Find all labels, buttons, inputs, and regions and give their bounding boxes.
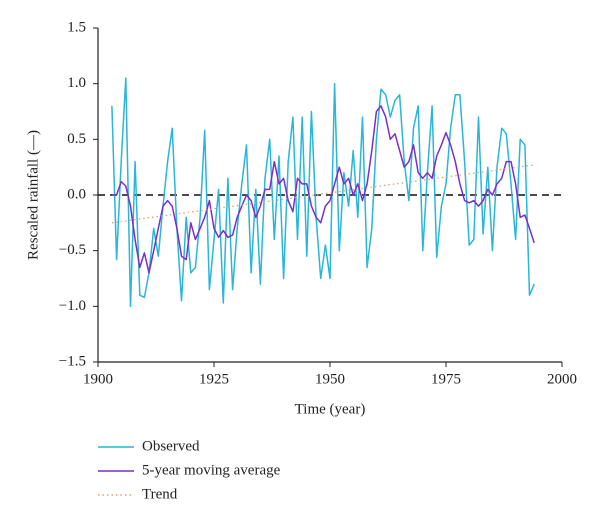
x-axis-label: Time (year) [295, 401, 366, 417]
x-tick-label: 1950 [315, 371, 345, 387]
y-tick-label: 1.5 [67, 19, 86, 35]
x-tick-label: 1900 [83, 371, 113, 387]
x-tick-label: 1975 [431, 371, 461, 387]
series-line [111, 77, 535, 308]
y-axis-label: Rescaled rainfall (—) [25, 130, 41, 260]
x-tick-label: 1925 [199, 371, 229, 387]
y-tick-label: −1.0 [59, 298, 86, 314]
legend-label: 5-year moving average [142, 462, 281, 478]
x-tick-label: 2000 [547, 371, 577, 387]
y-tick-label: 1.0 [67, 75, 86, 91]
y-tick-label: −0.5 [59, 242, 86, 258]
y-tick-label: −1.5 [59, 353, 86, 369]
y-tick-label: 0.5 [67, 131, 86, 147]
series-line [111, 105, 535, 274]
y-tick-label: 0.0 [67, 186, 86, 202]
legend-label: Trend [142, 486, 178, 502]
legend-label: Observed [142, 438, 200, 454]
